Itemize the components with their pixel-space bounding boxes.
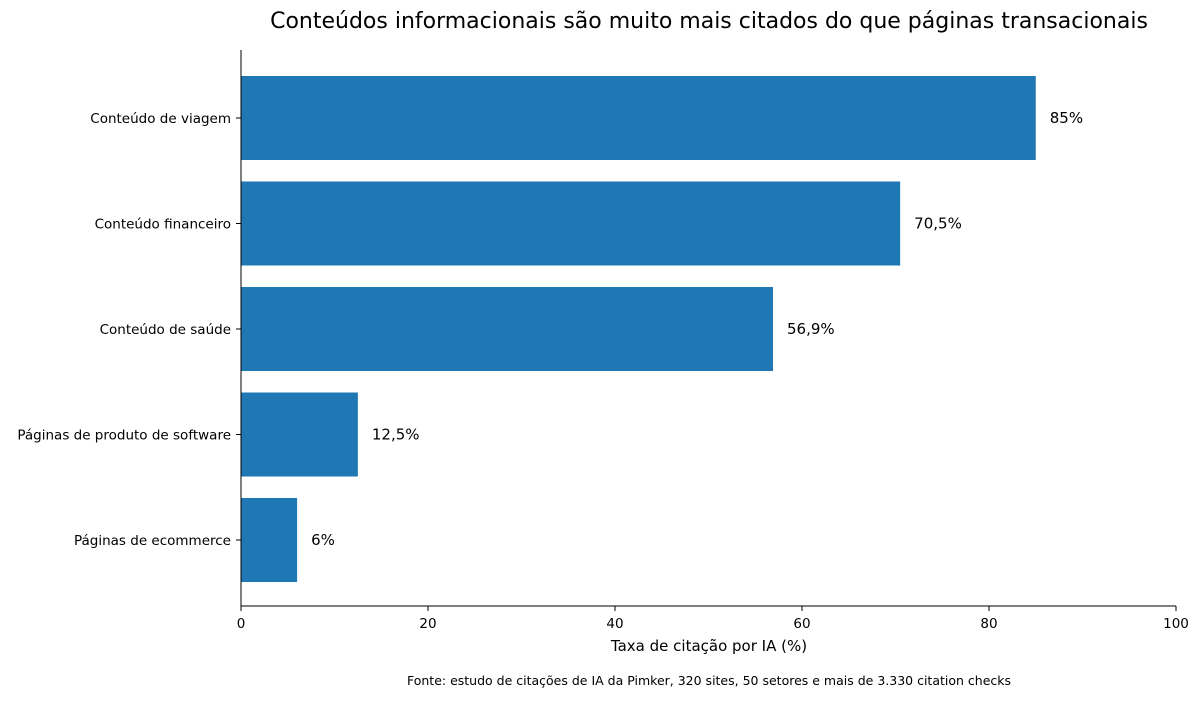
bar xyxy=(241,392,358,477)
x-tick-label: 60 xyxy=(793,616,810,632)
bar xyxy=(241,181,901,266)
bars xyxy=(241,76,1036,582)
y-tick-label: Conteúdo de saúde xyxy=(100,322,231,338)
bar-value-label: 70,5% xyxy=(914,215,962,233)
x-tick-label: 20 xyxy=(419,616,436,632)
bar xyxy=(241,498,298,582)
y-tick-label: Conteúdo financeiro xyxy=(95,217,231,233)
x-axis-label: Taxa de citação por IA (%) xyxy=(610,637,807,655)
x-tick-label: 100 xyxy=(1163,616,1189,632)
x-ticks: 0 20 40 60 80 100 xyxy=(237,606,1189,632)
bar-value-label: 85% xyxy=(1050,109,1083,127)
y-tick-label: Páginas de ecommerce xyxy=(74,533,231,549)
bar xyxy=(241,76,1036,160)
x-tick-label: 80 xyxy=(980,616,997,632)
bar-value-label: 6% xyxy=(311,531,335,549)
x-tick-label: 0 xyxy=(237,616,246,632)
source-note: Fonte: estudo de citações de IA da Pimke… xyxy=(407,673,1011,688)
y-tick-label: Páginas de produto de software xyxy=(17,428,231,444)
bar-value-label: 56,9% xyxy=(787,320,835,338)
value-labels: 85% 70,5% 56,9% 12,5% 6% xyxy=(311,109,1083,549)
y-tick-label: Conteúdo de viagem xyxy=(90,111,231,127)
bar-value-label: 12,5% xyxy=(372,426,420,444)
y-tick-labels: Conteúdo de viagem Conteúdo financeiro Con… xyxy=(17,111,241,549)
x-tick-label: 40 xyxy=(606,616,623,632)
bar xyxy=(241,287,774,371)
chart-title: Conteúdos informacionais são muito mais … xyxy=(270,9,1148,34)
